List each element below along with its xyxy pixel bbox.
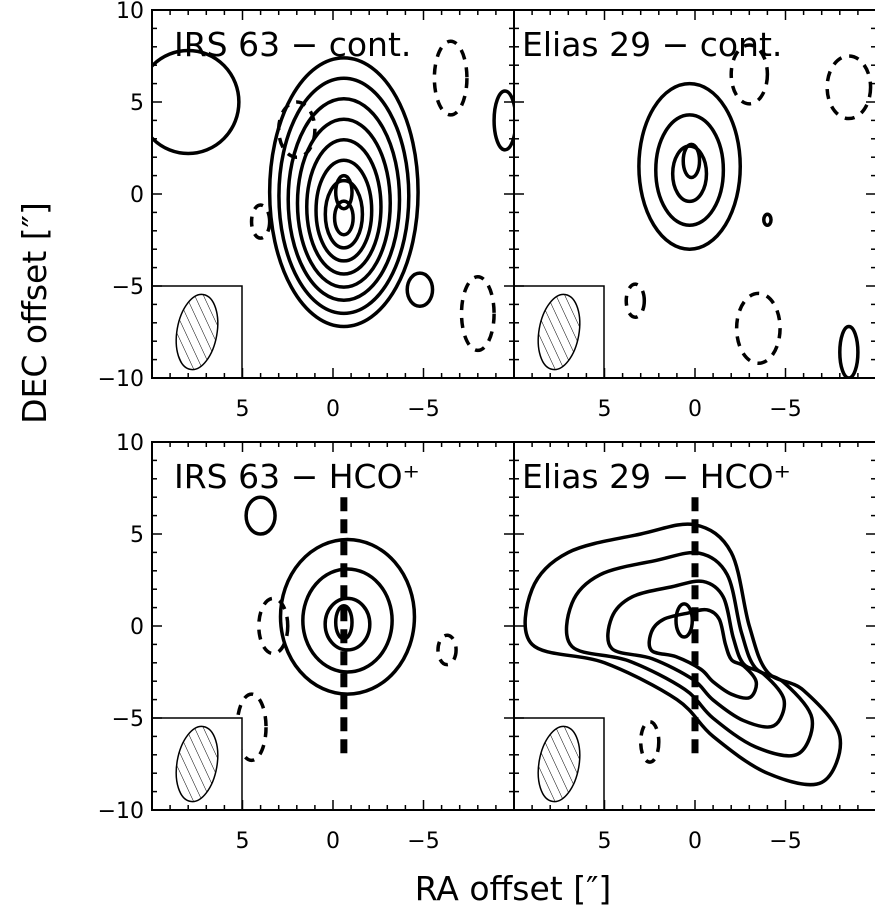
beam-ellipse: [537, 725, 581, 803]
y-tick-label: 0: [130, 615, 144, 640]
contour-level: [301, 567, 394, 674]
x-axis-label: RA offset [″]: [415, 869, 612, 908]
peak-contour: [333, 173, 354, 211]
negative-contour: [729, 43, 770, 106]
y-tick-label: −5: [112, 707, 144, 732]
contour-level: [564, 550, 815, 758]
contour-layer: [235, 495, 458, 763]
contour-level: [332, 199, 355, 237]
negative-contour: [436, 633, 458, 667]
x-tick-label: 0: [326, 829, 340, 854]
x-tick-label: −5: [769, 397, 801, 422]
panel-title: Elias 29 − HCO⁺: [522, 457, 791, 496]
x-tick-label: 0: [326, 397, 340, 422]
contour-level: [637, 81, 743, 251]
beam-ellipse: [175, 293, 219, 371]
contour-level: [606, 579, 787, 729]
negative-contour: [432, 39, 469, 117]
x-tick-label: 5: [236, 829, 250, 854]
contour-level: [277, 76, 411, 316]
positive-contour: [762, 212, 773, 228]
beam-ellipse: [537, 293, 581, 371]
positive-contour: [492, 89, 514, 152]
contour-level: [523, 522, 843, 787]
beam-inset: [151, 285, 243, 379]
negative-contour: [624, 282, 647, 320]
contour-level: [323, 178, 365, 250]
x-tick-label: −5: [769, 829, 801, 854]
panel-1: 5 0 −5 10 5 0 −5 −10 IRS 63 − cont.: [98, 0, 515, 422]
contour-level: [670, 144, 709, 204]
panel-title: Elias 29 − cont.: [522, 25, 782, 64]
contour-level: [295, 117, 392, 289]
positive-contour: [838, 324, 860, 378]
panel-title: IRS 63 − cont.: [174, 25, 411, 64]
x-tick-label: 5: [598, 397, 612, 422]
y-tick-label: −10: [98, 799, 144, 824]
y-tick-label: −5: [112, 275, 144, 300]
contour-layer: [152, 39, 514, 353]
contour-layer: [523, 497, 843, 787]
contour-level: [314, 158, 374, 263]
beam-inset: [513, 285, 605, 379]
contour-level: [323, 596, 372, 652]
positive-contour: [244, 495, 277, 536]
contour-level: [278, 537, 417, 696]
y-tick-label: −10: [98, 367, 144, 392]
x-tick-label: 5: [598, 829, 612, 854]
beam-inset: [151, 717, 243, 811]
panel-title: IRS 63 − HCO⁺: [174, 457, 420, 496]
negative-contour: [257, 596, 290, 656]
negative-contour: [459, 275, 496, 353]
x-tick-label: −5: [407, 397, 439, 422]
x-tick-label: 0: [688, 397, 702, 422]
y-tick-label: 0: [130, 183, 144, 208]
y-tick-label: 10: [116, 0, 144, 24]
negative-contour: [249, 203, 272, 240]
contour-level: [286, 97, 402, 303]
negative-contour: [734, 291, 782, 366]
contour-level: [305, 137, 383, 276]
y-tick-label: 5: [130, 91, 144, 116]
contour-level: [654, 113, 726, 228]
x-tick-label: 5: [236, 397, 250, 422]
beam-inset: [513, 717, 605, 811]
peak-contour: [681, 142, 702, 180]
y-tick-label: 10: [116, 431, 144, 456]
negative-contour: [825, 54, 873, 121]
x-tick-label: −5: [407, 829, 439, 854]
panel-4: 5 0 −5 Elias 29 − HCO⁺: [513, 441, 875, 854]
positive-contour: [405, 271, 435, 308]
panel-3: 5 0 −5 10 5 0 −5 −10 IRS 63 − HCO⁺: [98, 431, 515, 854]
peak-contour: [674, 602, 695, 639]
x-tick-label: 0: [688, 829, 702, 854]
negative-contour: [638, 719, 661, 764]
positive-contour: [152, 48, 241, 156]
y-axis-label: DEC offset [″]: [15, 202, 54, 424]
contour-layer: [624, 43, 873, 378]
panel-2: 5 0 −5 Elias 29 − cont.: [513, 9, 875, 422]
y-tick-label: 5: [130, 523, 144, 548]
beam-ellipse: [175, 725, 219, 803]
contour-level: [267, 56, 420, 329]
